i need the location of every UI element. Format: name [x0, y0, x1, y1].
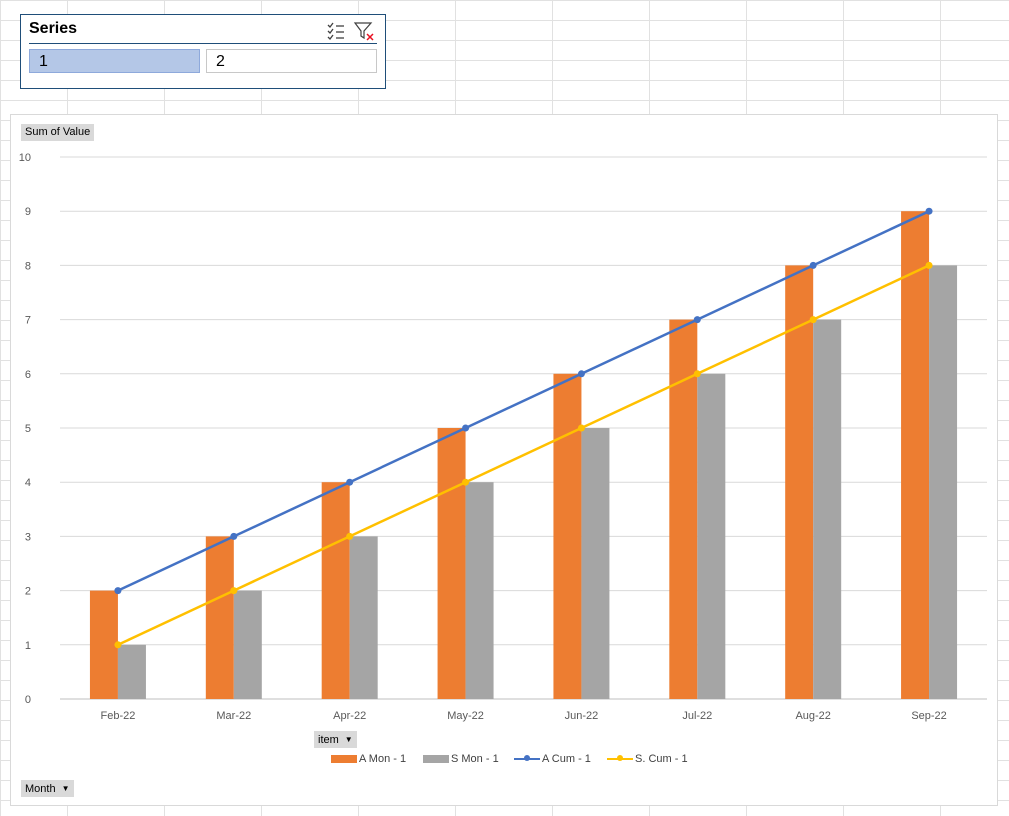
slicer-item-2[interactable]: 2	[206, 49, 377, 73]
y-tick-label: 9	[25, 206, 31, 218]
point-s-cum-1[interactable]	[462, 478, 470, 486]
point-a-cum-1[interactable]	[346, 478, 354, 486]
legend-swatch	[423, 755, 449, 763]
chart-legend: A Mon - 1 S Mon - 1 A Cum - 1 S. Cum - 1	[11, 751, 999, 767]
point-a-cum-1[interactable]	[925, 207, 933, 215]
bar-s-mon-1[interactable]	[581, 428, 610, 699]
point-s-cum-1[interactable]	[346, 532, 354, 540]
line-a-cum-1[interactable]	[117, 210, 930, 592]
bar-s-mon-1[interactable]	[697, 373, 726, 699]
axis-field-button[interactable]: Month ▼	[21, 780, 74, 797]
point-a-cum-1[interactable]	[114, 587, 122, 595]
slicer-title: Series	[29, 20, 78, 37]
bar-s-mon-1[interactable]	[929, 265, 958, 699]
chart-plot: 0 1 2 3 4 5 6 7 8 9 10 Feb-22 Mar-22 Apr-22 May-22 Jun-…	[19, 152, 987, 722]
line-s-cum-1[interactable]	[117, 264, 930, 646]
legend-field-label: item	[318, 734, 339, 746]
legend-label: S Mon - 1	[451, 753, 499, 765]
x-tick-label: Jul-22	[682, 710, 712, 722]
legend-marker	[617, 755, 623, 761]
y-tick-label: 0	[25, 694, 31, 706]
y-tick-label: 6	[25, 369, 31, 381]
slicer-item-1[interactable]: 1	[29, 49, 200, 73]
chevron-down-icon: ▼	[61, 784, 70, 793]
bar-s-mon-1[interactable]	[349, 536, 378, 699]
legend-marker	[524, 755, 530, 761]
legend-field-button[interactable]: item ▼	[314, 731, 357, 748]
x-tick-label: Sep-22	[911, 710, 946, 722]
y-tick-label: 4	[25, 477, 31, 489]
y-tick-label: 8	[25, 260, 31, 272]
clear-filter-icon[interactable]	[353, 20, 375, 42]
slicer-header: Series	[29, 19, 377, 44]
x-tick-label: Jun-22	[565, 710, 599, 722]
bar-a-mon-1[interactable]	[669, 319, 698, 699]
point-a-cum-1[interactable]	[809, 261, 817, 269]
axis-field-label: Month	[25, 783, 56, 795]
bar-a-mon-1[interactable]	[205, 536, 234, 699]
bar-a-mon-1[interactable]	[321, 482, 350, 699]
x-tick-label: Aug-22	[795, 710, 830, 722]
x-tick-label: Mar-22	[216, 710, 251, 722]
point-s-cum-1[interactable]	[693, 370, 701, 378]
chevron-down-icon: ▼	[344, 735, 353, 744]
y-tick-label: 3	[25, 531, 31, 543]
legend-label: S. Cum - 1	[635, 753, 688, 765]
bar-s-mon-1[interactable]	[233, 590, 262, 699]
point-s-cum-1[interactable]	[114, 641, 122, 649]
x-tick-label: Apr-22	[333, 710, 366, 722]
pivot-chart[interactable]: 0 1 2 3 4 5 6 7 8 9 10 Feb-22 Mar-22 Apr-22 May-22 Jun-…	[10, 114, 998, 806]
point-s-cum-1[interactable]	[577, 424, 585, 432]
point-a-cum-1[interactable]	[462, 424, 470, 432]
x-tick-label: Feb-22	[101, 710, 136, 722]
point-a-cum-1[interactable]	[577, 370, 585, 378]
point-s-cum-1[interactable]	[809, 316, 817, 324]
bar-s-mon-1[interactable]	[813, 319, 842, 699]
y-tick-label: 5	[25, 423, 31, 435]
bar-s-mon-1[interactable]	[465, 482, 494, 699]
point-a-cum-1[interactable]	[230, 532, 238, 540]
multi-select-icon[interactable]	[325, 20, 347, 42]
point-s-cum-1[interactable]	[230, 587, 238, 595]
point-s-cum-1[interactable]	[925, 261, 933, 269]
point-a-cum-1[interactable]	[693, 316, 701, 324]
bar-a-mon-1[interactable]	[785, 265, 814, 699]
legend-label: A Cum - 1	[542, 753, 591, 765]
bar-a-mon-1[interactable]	[89, 590, 118, 699]
y-tick-label: 7	[25, 315, 31, 327]
values-field-button[interactable]: Sum of Value	[21, 124, 95, 141]
legend-swatch	[331, 755, 357, 763]
y-tick-label: 2	[25, 586, 31, 598]
bar-s-mon-1[interactable]	[117, 644, 146, 699]
y-tick-label: 10	[19, 152, 31, 164]
bar-a-mon-1[interactable]	[437, 428, 466, 699]
y-tick-label: 1	[25, 640, 31, 652]
x-tick-label: May-22	[447, 710, 484, 722]
bar-a-mon-1[interactable]	[901, 211, 930, 699]
legend-label: A Mon - 1	[359, 753, 407, 765]
bar-a-mon-1[interactable]	[553, 373, 582, 699]
slicer-items: 1 2	[29, 49, 377, 75]
series-slicer[interactable]: Series 1 2	[20, 14, 386, 89]
